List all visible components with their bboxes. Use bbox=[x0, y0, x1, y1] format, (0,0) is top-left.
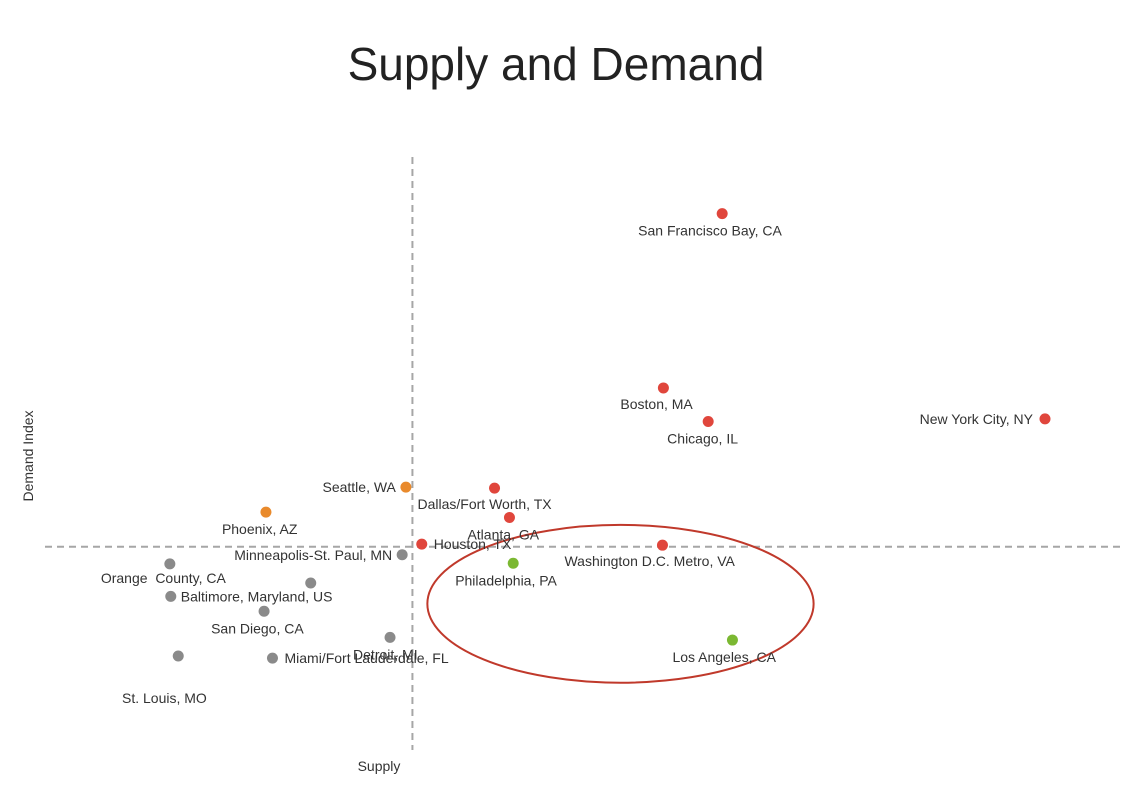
data-point bbox=[305, 577, 317, 589]
point-marker bbox=[656, 539, 668, 551]
point-label: Philadelphia, PA bbox=[455, 572, 557, 588]
point-marker bbox=[702, 416, 714, 428]
point-marker bbox=[726, 634, 738, 646]
data-point: Los Angeles, CA bbox=[672, 634, 777, 665]
highlight-ellipse bbox=[426, 523, 815, 684]
point-marker bbox=[165, 590, 177, 602]
point-label: St. Louis, MO bbox=[122, 690, 207, 706]
data-point: Washington D.C. Metro, VA bbox=[564, 539, 736, 569]
highlight-ellipse-layer bbox=[426, 523, 815, 684]
data-points: San Francisco Bay, CA Boston, MA Chicago, … bbox=[101, 208, 1051, 706]
data-point: New York City, NY bbox=[920, 411, 1051, 427]
data-point: Philadelphia, PA bbox=[455, 557, 558, 588]
data-point: Miami/Fort Lauderdale, FL bbox=[266, 650, 449, 666]
data-point: Minneapolis-St. Paul, MN bbox=[234, 547, 408, 563]
data-point: Chicago, IL bbox=[667, 416, 738, 447]
point-marker bbox=[305, 577, 317, 589]
data-point: Boston, MA bbox=[620, 382, 693, 412]
point-marker bbox=[1039, 413, 1051, 425]
point-label: San Diego, CA bbox=[211, 620, 304, 636]
data-point: Dallas/Fort Worth, TX bbox=[418, 482, 553, 512]
point-marker bbox=[507, 557, 519, 569]
y-axis-label: Demand Index bbox=[20, 410, 36, 501]
point-marker bbox=[384, 631, 396, 643]
point-marker bbox=[164, 558, 176, 570]
data-point: Orange County, CA bbox=[101, 558, 227, 586]
point-marker bbox=[260, 506, 272, 518]
point-marker bbox=[258, 605, 270, 617]
point-label: San Francisco Bay, CA bbox=[638, 223, 782, 239]
data-point: San Diego, CA bbox=[211, 605, 304, 636]
point-label: Baltimore, Maryland, US bbox=[181, 588, 333, 604]
point-label: Boston, MA bbox=[620, 396, 693, 412]
point-label: New York City, NY bbox=[920, 411, 1034, 427]
data-point: Atlanta, GA bbox=[467, 511, 540, 542]
point-marker bbox=[172, 650, 184, 662]
chart-title: Supply and Demand bbox=[348, 38, 765, 90]
data-point: Houston, TX bbox=[416, 536, 512, 552]
point-label: Atlanta, GA bbox=[467, 526, 539, 542]
point-marker bbox=[716, 208, 728, 220]
point-marker bbox=[396, 549, 408, 561]
data-point: Detroit, MI bbox=[353, 631, 418, 662]
point-label: Los Angeles, CA bbox=[672, 649, 776, 665]
point-marker bbox=[657, 382, 669, 394]
data-point: St. Louis, MO bbox=[122, 650, 207, 706]
point-marker bbox=[489, 482, 501, 494]
data-point: Baltimore, Maryland, US bbox=[165, 588, 332, 604]
point-label: Miami/Fort Lauderdale, FL bbox=[284, 650, 448, 666]
data-point: San Francisco Bay, CA bbox=[638, 208, 783, 239]
point-label: Detroit, MI bbox=[353, 646, 418, 662]
point-label: Orange County, CA bbox=[101, 570, 227, 586]
x-axis-label: Supply bbox=[358, 758, 401, 774]
point-marker bbox=[503, 511, 515, 523]
point-marker bbox=[266, 652, 278, 664]
point-label: Houston, TX bbox=[434, 536, 512, 552]
point-label: Dallas/Fort Worth, TX bbox=[418, 496, 553, 512]
point-label: Seattle, WA bbox=[322, 479, 396, 495]
reference-lines bbox=[45, 157, 1123, 750]
point-marker bbox=[400, 481, 412, 493]
point-label: Minneapolis-St. Paul, MN bbox=[234, 547, 392, 563]
point-marker bbox=[416, 538, 428, 550]
point-label: Phoenix, AZ bbox=[222, 521, 298, 537]
point-label: Chicago, IL bbox=[667, 431, 738, 447]
point-label: Washington D.C. Metro, VA bbox=[564, 553, 735, 569]
data-point: Phoenix, AZ bbox=[222, 506, 298, 537]
data-point: Seattle, WA bbox=[322, 479, 412, 495]
